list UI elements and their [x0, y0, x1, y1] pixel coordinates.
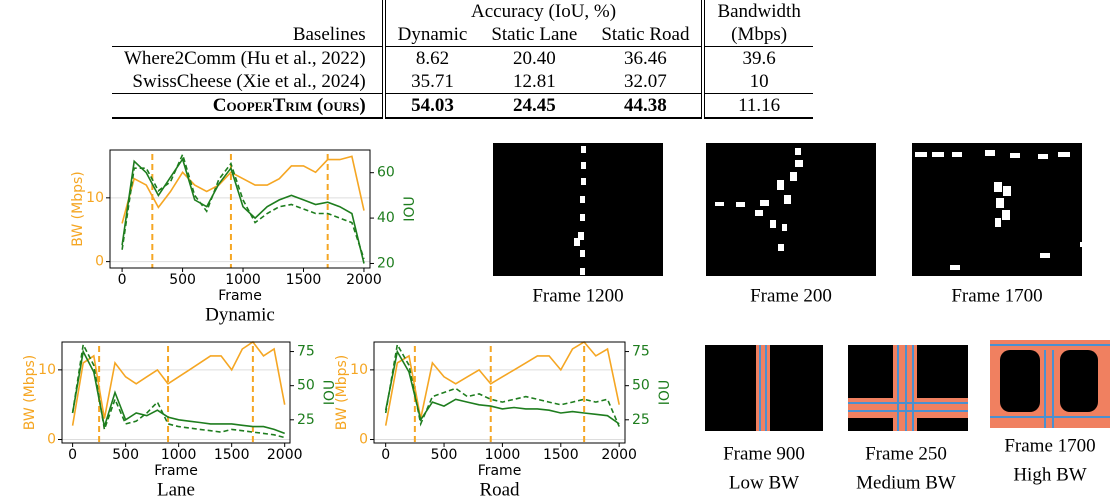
- y-axis-label: BW (Mbps): [70, 171, 86, 246]
- x-tick-label: 0: [381, 447, 390, 463]
- cell: SwissCheese (Xie et al., 2024): [112, 70, 386, 94]
- y-tick-label: 10: [86, 190, 104, 206]
- y2-tick-label: 40: [377, 210, 395, 226]
- y2-tick-label: 50: [297, 378, 315, 394]
- thumbnail: [990, 340, 1110, 428]
- x-tick-label: 500: [169, 272, 196, 288]
- header-row: Accuracy (IoU, %) Bandwidth: [112, 0, 813, 23]
- cell: 11.16: [703, 93, 813, 119]
- y-axis-label: BW (Mbps): [334, 355, 350, 430]
- series-line: [121, 157, 365, 264]
- x-tick-label: 0: [118, 272, 127, 288]
- frame-caption: Frame 1200: [532, 285, 623, 306]
- bw-level: Medium BW: [856, 472, 956, 493]
- header-row: Baselines Dynamic Static Lane Static Road (M…: [112, 23, 813, 47]
- frame-caption: Frame 1700: [1004, 435, 1095, 456]
- frame-caption: Frame 1700: [951, 285, 1042, 306]
- cell: 35.71: [411, 71, 454, 92]
- thumbnail: [705, 345, 823, 431]
- x-tick-label: 1500: [286, 272, 322, 288]
- row: CooperTrim (ours) 54.03 24.45 44.38 11.16: [112, 93, 813, 119]
- row: SwissCheese (Xie et al., 2024) 35.71 12.81…: [112, 70, 813, 94]
- y-tick-label: 0: [359, 432, 368, 448]
- x-axis-label: Frame: [154, 463, 198, 479]
- header-cell: Bandwidth: [717, 1, 801, 22]
- series-line: [121, 152, 365, 260]
- cell: 32.07: [589, 70, 706, 94]
- y-tick-label: 0: [47, 432, 56, 448]
- plot-frame: [373, 341, 626, 444]
- y2-tick-label: 25: [297, 412, 315, 428]
- y-tick-label: 10: [38, 362, 56, 378]
- thumbnail: [848, 345, 968, 431]
- results-table: Accuracy (IoU, %) Bandwidth Baselines Dyna…: [112, 0, 813, 119]
- x-tick-label: 0: [68, 447, 77, 463]
- series-line: [71, 342, 285, 439]
- cell: 36.46: [589, 46, 706, 70]
- frame-caption: Frame 250: [865, 443, 947, 464]
- x-tick-label: 1000: [485, 447, 521, 463]
- row: Where2Comm (Hu et al., 2022) 8.62 20.40 36.…: [112, 46, 813, 70]
- y2-axis-label: IOU: [402, 196, 418, 221]
- x-tick-label: 2000: [267, 447, 303, 463]
- x-tick-label: 2000: [601, 447, 637, 463]
- x-axis-label: Frame: [218, 288, 262, 304]
- header-cell: Accuracy (IoU, %): [383, 0, 706, 23]
- frame-caption: Frame 200: [750, 285, 832, 306]
- y-tick-label: 0: [95, 254, 104, 270]
- cell: 54.03: [383, 93, 480, 119]
- plot-frame: [61, 341, 291, 444]
- cell: 8.62: [415, 48, 450, 69]
- header-cell: Baselines: [112, 23, 386, 47]
- series-line: [71, 340, 286, 426]
- x-tick-label: 2000: [346, 272, 382, 288]
- cell: 20.40: [512, 48, 556, 69]
- cell: Where2Comm (Hu et al., 2022): [112, 46, 386, 70]
- y2-axis-label: IOU: [322, 380, 338, 405]
- cell: 12.81: [512, 71, 556, 92]
- x-tick-label: 1000: [161, 447, 197, 463]
- x-tick-label: 1500: [543, 447, 579, 463]
- header-cell: Static Lane: [479, 23, 590, 47]
- chart-title: Road: [479, 479, 520, 500]
- series-line: [384, 342, 620, 427]
- y2-tick-label: 50: [632, 378, 650, 394]
- thumbnail: [912, 143, 1086, 276]
- bw-level: High BW: [1013, 464, 1086, 485]
- series-line: [121, 155, 365, 224]
- y2-tick-label: 60: [377, 165, 395, 181]
- header-cell: (Mbps): [703, 23, 813, 47]
- y2-tick-label: 75: [297, 344, 315, 360]
- y-tick-label: 10: [350, 362, 368, 378]
- y2-tick-label: 25: [632, 412, 650, 428]
- x-tick-label: 500: [431, 447, 458, 463]
- series-line: [384, 340, 620, 426]
- cell: 39.6: [742, 48, 776, 69]
- cell: 24.45: [479, 93, 590, 119]
- x-axis-label: Frame: [478, 463, 522, 479]
- x-tick-label: 1000: [225, 272, 261, 288]
- cell: 44.38: [589, 93, 706, 119]
- y2-axis-label: IOU: [657, 380, 673, 405]
- thumbnail: [493, 143, 663, 276]
- header-cell: Static Road: [589, 23, 706, 47]
- x-tick-label: 1500: [214, 447, 250, 463]
- plot-frame: [109, 149, 371, 269]
- chart-title: Dynamic: [205, 304, 275, 325]
- x-tick-label: 500: [112, 447, 139, 463]
- bw-level: Low BW: [729, 472, 799, 493]
- chart-title: Lane: [157, 479, 195, 500]
- frame-caption: Frame 900: [723, 443, 805, 464]
- series-line: [71, 349, 285, 435]
- thumbnail: [706, 143, 876, 276]
- y-axis-label: BW (Mbps): [22, 355, 38, 430]
- header-cell: Dynamic: [383, 23, 480, 47]
- cell: CooperTrim (ours): [112, 93, 386, 119]
- y2-tick-label: 75: [632, 344, 650, 360]
- y2-tick-label: 20: [377, 255, 395, 271]
- cell: 10: [749, 71, 769, 92]
